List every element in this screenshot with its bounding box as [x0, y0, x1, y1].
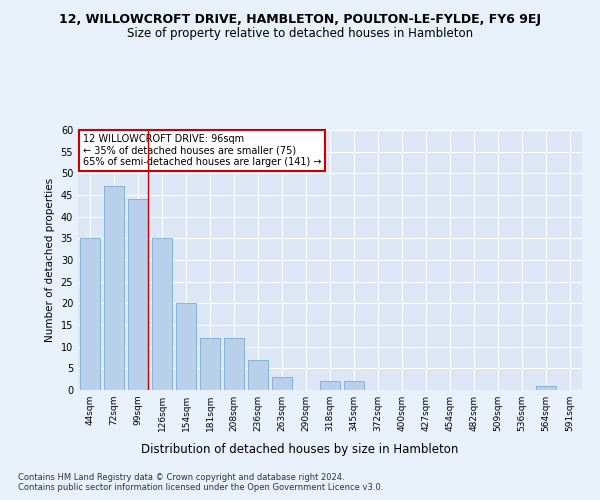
Bar — [200, 338, 220, 390]
Bar — [272, 377, 292, 390]
Text: Contains public sector information licensed under the Open Government Licence v3: Contains public sector information licen… — [18, 484, 383, 492]
Text: 12 WILLOWCROFT DRIVE: 96sqm
← 35% of detached houses are smaller (75)
65% of sem: 12 WILLOWCROFT DRIVE: 96sqm ← 35% of det… — [83, 134, 322, 167]
Bar — [344, 382, 364, 390]
Bar — [128, 200, 148, 390]
Bar — [224, 338, 244, 390]
Text: Size of property relative to detached houses in Hambleton: Size of property relative to detached ho… — [127, 28, 473, 40]
Bar — [320, 382, 340, 390]
Text: Distribution of detached houses by size in Hambleton: Distribution of detached houses by size … — [142, 442, 458, 456]
Bar — [248, 360, 268, 390]
Bar — [104, 186, 124, 390]
Bar — [176, 304, 196, 390]
Y-axis label: Number of detached properties: Number of detached properties — [45, 178, 55, 342]
Text: Contains HM Land Registry data © Crown copyright and database right 2024.: Contains HM Land Registry data © Crown c… — [18, 472, 344, 482]
Text: 12, WILLOWCROFT DRIVE, HAMBLETON, POULTON-LE-FYLDE, FY6 9EJ: 12, WILLOWCROFT DRIVE, HAMBLETON, POULTO… — [59, 12, 541, 26]
Bar — [152, 238, 172, 390]
Bar — [536, 386, 556, 390]
Bar — [80, 238, 100, 390]
